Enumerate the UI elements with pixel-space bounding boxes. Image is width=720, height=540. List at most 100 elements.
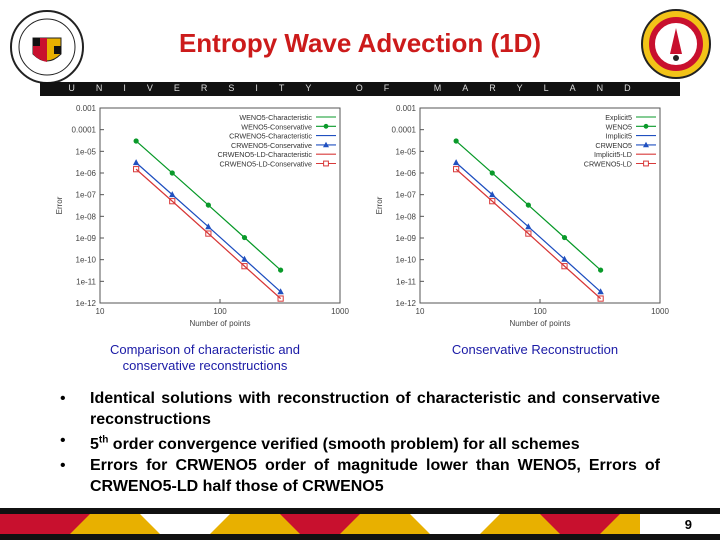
data-point — [241, 263, 248, 270]
bullet-dot: • — [60, 457, 66, 475]
data-point — [241, 255, 248, 262]
data-point — [277, 295, 284, 302]
legend-entry: CRWENO5-LD — [584, 160, 632, 169]
y-tick-label: 1e-08 — [396, 212, 417, 221]
chart-left: 0.001 0.0001 1e-05 1e-06 1e-07 1e-08 1e-09 1e-1… — [55, 104, 349, 328]
legend-entry: Explicit5 — [605, 113, 632, 122]
university-banner — [40, 82, 680, 96]
bullet-text: 5th order convergence verified (smooth p… — [90, 435, 580, 454]
series-line — [135, 168, 281, 299]
legend-marker — [323, 141, 329, 148]
legend-entry: CRWENO5-Characteristic — [229, 132, 312, 141]
data-point — [169, 198, 176, 205]
data-point — [453, 138, 459, 144]
data-point — [525, 230, 532, 237]
bullet-text: Errors for CRWENO5 order of magnitude lo… — [90, 457, 660, 496]
legend-entry: CRWENO5-LD-Characteristic — [217, 150, 312, 159]
y-tick-label: 1e-09 — [76, 234, 97, 243]
y-tick-label: 1e-06 — [76, 169, 97, 178]
data-point — [525, 202, 531, 208]
data-point — [169, 191, 176, 198]
y-tick-label: 0.0001 — [72, 126, 97, 135]
legend-entry: Implicit5 — [606, 132, 632, 141]
x-axis-label: Number of points — [510, 319, 571, 328]
bullet-item: • Identical solutions with reconstructio… — [60, 388, 660, 430]
y-tick-label: 1e-12 — [76, 299, 97, 308]
y-tick-label: 1e-07 — [396, 191, 417, 200]
legend-marker — [643, 160, 649, 167]
x-tick-label: 100 — [213, 307, 227, 316]
chart-left-caption-line1: Comparison of characteristic and — [109, 342, 301, 357]
data-point — [205, 230, 212, 237]
data-point — [561, 263, 568, 270]
data-point — [241, 234, 248, 241]
data-point — [277, 288, 284, 295]
x-tick-label: 1000 — [331, 307, 349, 316]
y-tick-label: 1e-08 — [76, 212, 97, 221]
data-point — [489, 198, 496, 205]
legend-entry: CRWENO5 — [595, 141, 632, 150]
flag-footer-bar — [0, 508, 720, 540]
legend-entry: WENO5-Characteristic — [239, 113, 312, 122]
legend-marker — [323, 123, 329, 129]
legend-entry: WENO5 — [606, 122, 632, 131]
legend-entry: Implicit5-LD — [594, 150, 632, 159]
x-tick-label: 10 — [416, 307, 425, 316]
data-point — [598, 267, 604, 273]
data-point — [205, 202, 211, 208]
data-point — [452, 159, 460, 166]
chart-right: 0.001 0.0001 1e-05 1e-06 1e-07 1e-08 1e-09 1e-1… — [375, 104, 669, 328]
y-tick-label: 0.001 — [396, 104, 417, 113]
y-tick-label: 1e-09 — [396, 234, 417, 243]
ordinal-suffix: th — [98, 435, 109, 446]
y-tick-label: 1e-11 — [76, 277, 96, 286]
data-point — [205, 223, 212, 230]
y-tick-label: 1e-05 — [76, 147, 97, 156]
legend-entry: CRWENO5-Conservative — [231, 141, 312, 150]
bullet-item: • Errors for CRWENO5 order of magnitude … — [60, 455, 660, 497]
data-point — [561, 255, 568, 262]
x-tick-label: 1000 — [651, 307, 669, 316]
y-tick-label: 1e-07 — [76, 191, 97, 200]
chart-left-caption: Comparison of characteristic and conserv… — [60, 342, 350, 374]
bullet-item: • 5th order convergence verified (smooth… — [60, 430, 660, 455]
legend-entry: CRWENO5-LD-Conservative — [219, 160, 312, 169]
series-line — [455, 168, 601, 299]
data-point — [278, 267, 284, 273]
y-tick-label: 0.0001 — [392, 126, 417, 135]
data-point — [132, 159, 140, 166]
y-tick-label: 1e-06 — [396, 169, 417, 178]
chart-left-caption-line2: conservative reconstructions — [122, 358, 288, 373]
y-axis-label: Error — [55, 196, 64, 214]
legend-marker — [643, 141, 649, 148]
bullet-dot: • — [60, 432, 66, 449]
y-tick-label: 1e-11 — [396, 277, 416, 286]
chart-right-caption: Conservative Reconstruction — [451, 342, 619, 357]
y-tick-label: 1e-10 — [76, 256, 97, 265]
data-point — [133, 166, 140, 173]
data-point — [133, 138, 139, 144]
x-tick-label: 10 — [96, 307, 105, 316]
bullet-text: Identical solutions with reconstruction … — [90, 390, 660, 428]
x-tick-label: 100 — [533, 307, 547, 316]
legend-marker — [323, 160, 329, 167]
data-point — [597, 295, 604, 302]
data-point — [597, 288, 604, 295]
plot-area — [99, 107, 341, 304]
data-point — [489, 170, 495, 176]
slide-title: Entropy Wave Advection (1D) — [178, 28, 542, 58]
legend-entry: WENO5-Conservative — [241, 122, 312, 131]
y-tick-label: 1e-10 — [396, 256, 417, 265]
y-axis-label: Error — [375, 196, 384, 214]
bullet-dot: • — [60, 390, 66, 407]
center-seal-logo — [641, 9, 711, 79]
data-point — [525, 223, 532, 230]
data-point — [489, 191, 496, 198]
x-axis-label: Number of points — [190, 319, 251, 328]
university-banner-text: UNIVERSITY OF MARYLAND — [68, 83, 652, 93]
y-tick-label: 1e-05 — [396, 147, 417, 156]
y-tick-label: 1e-12 — [396, 299, 417, 308]
university-seal-logo — [10, 10, 84, 84]
page-number: 9 — [684, 517, 692, 532]
legend-marker — [643, 123, 649, 129]
